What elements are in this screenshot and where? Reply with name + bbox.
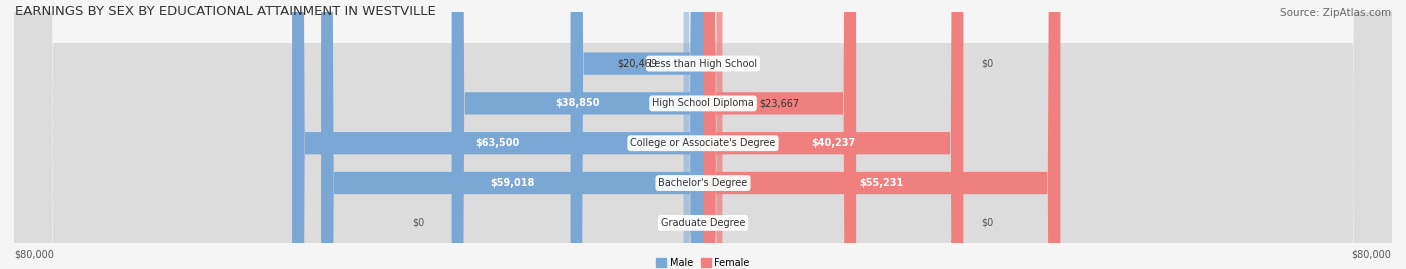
Text: $59,018: $59,018 bbox=[489, 178, 534, 188]
Text: $55,231: $55,231 bbox=[859, 178, 904, 188]
FancyBboxPatch shape bbox=[14, 0, 1392, 269]
FancyBboxPatch shape bbox=[14, 0, 1392, 269]
Text: $38,850: $38,850 bbox=[555, 98, 599, 108]
FancyBboxPatch shape bbox=[292, 0, 703, 269]
Text: $0: $0 bbox=[412, 218, 425, 228]
FancyBboxPatch shape bbox=[321, 0, 703, 269]
Text: $20,469: $20,469 bbox=[617, 59, 657, 69]
Text: $0: $0 bbox=[981, 218, 994, 228]
FancyBboxPatch shape bbox=[703, 0, 723, 269]
Text: Source: ZipAtlas.com: Source: ZipAtlas.com bbox=[1281, 8, 1392, 18]
Text: EARNINGS BY SEX BY EDUCATIONAL ATTAINMENT IN WESTVILLE: EARNINGS BY SEX BY EDUCATIONAL ATTAINMEN… bbox=[14, 5, 436, 18]
FancyBboxPatch shape bbox=[703, 0, 1060, 269]
FancyBboxPatch shape bbox=[571, 0, 703, 269]
FancyBboxPatch shape bbox=[14, 0, 1392, 269]
FancyBboxPatch shape bbox=[14, 0, 1392, 269]
Text: $40,237: $40,237 bbox=[811, 138, 855, 148]
Text: $80,000: $80,000 bbox=[14, 250, 55, 260]
FancyBboxPatch shape bbox=[451, 0, 703, 269]
Text: $0: $0 bbox=[981, 59, 994, 69]
Text: $23,667: $23,667 bbox=[759, 98, 800, 108]
FancyBboxPatch shape bbox=[703, 0, 963, 269]
Text: Bachelor's Degree: Bachelor's Degree bbox=[658, 178, 748, 188]
FancyBboxPatch shape bbox=[703, 0, 856, 269]
Text: $63,500: $63,500 bbox=[475, 138, 520, 148]
Text: Graduate Degree: Graduate Degree bbox=[661, 218, 745, 228]
FancyBboxPatch shape bbox=[683, 0, 703, 269]
Text: College or Associate's Degree: College or Associate's Degree bbox=[630, 138, 776, 148]
Text: $80,000: $80,000 bbox=[1351, 250, 1392, 260]
FancyBboxPatch shape bbox=[703, 0, 723, 269]
Legend: Male, Female: Male, Female bbox=[657, 258, 749, 268]
Text: High School Diploma: High School Diploma bbox=[652, 98, 754, 108]
Text: Less than High School: Less than High School bbox=[650, 59, 756, 69]
FancyBboxPatch shape bbox=[14, 0, 1392, 269]
